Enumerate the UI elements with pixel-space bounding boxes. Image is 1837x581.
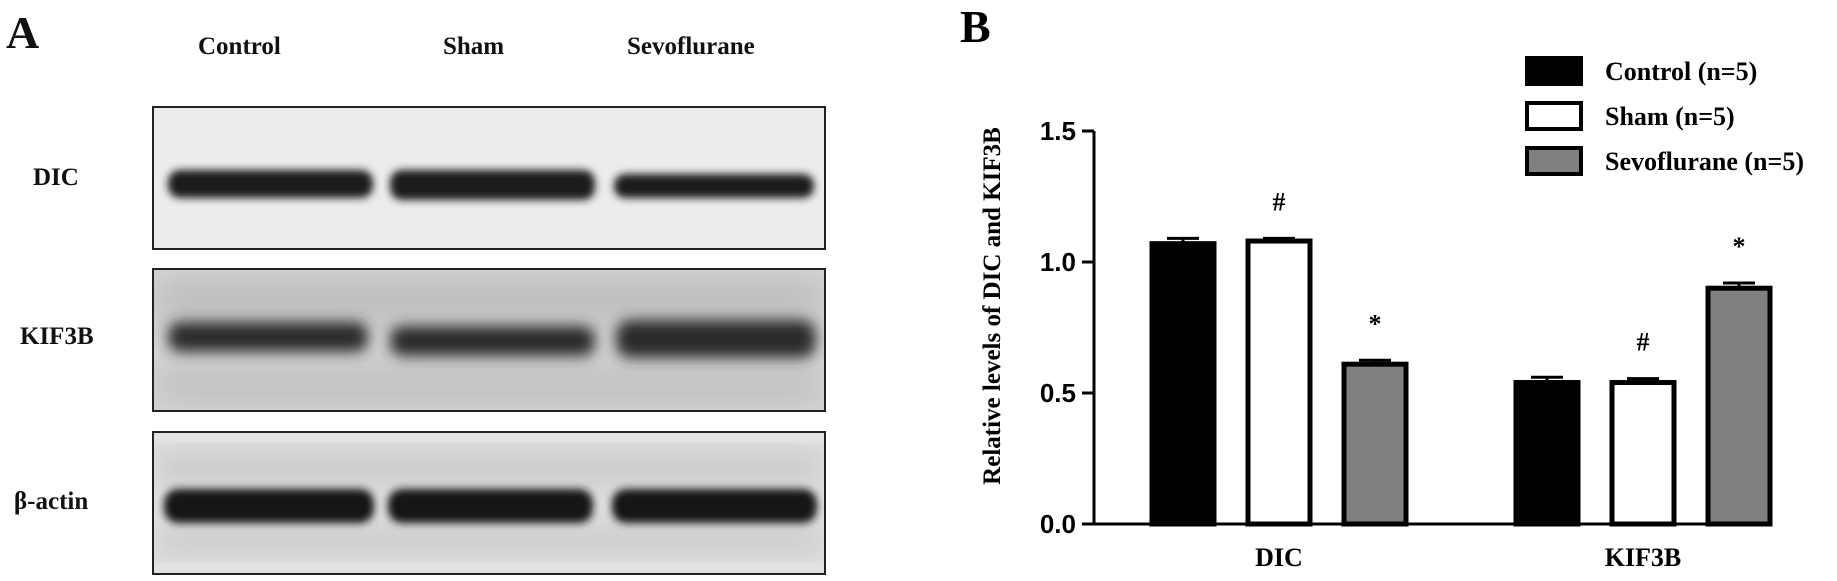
y-tick-label: 0.5 [1040,378,1076,408]
bar-dic-series-1 [1245,238,1313,527]
y-tick-label: 1.0 [1040,247,1076,277]
x-tick-label-kif3b: KIF3B [1605,543,1682,572]
bar-kif3b-series-0 [1513,380,1581,527]
lane-label-sham: Sham [443,33,505,60]
band-kif3b-sevoflurane [616,320,816,358]
panel-b-letter: B [960,1,991,52]
blot-dic [152,106,826,250]
significance-marker: # [1637,328,1650,357]
x-tick-label-dic: DIC [1255,543,1303,572]
bar-dic-series-0 [1149,241,1217,527]
band-dic-control [168,170,373,198]
legend-label: Sham (n=5) [1605,102,1735,131]
significance-marker: * [1733,232,1746,261]
significance-marker: * [1369,309,1382,338]
band-dic-sevoflurane [614,174,814,198]
y-tick-label: 0.0 [1040,509,1076,539]
legend-swatch [1525,56,1583,86]
bar-kif3b-series-2 [1705,285,1773,527]
legend-swatch [1525,146,1583,176]
legend-label: Control (n=5) [1605,57,1757,86]
row-label-beta-actin: β-actin [14,488,89,515]
lane-label-sevoflurane: Sevoflurane [627,33,755,60]
panel-a-letter: A [6,7,40,58]
band-dic-sham [390,170,595,200]
bar-dic-series-2 [1341,361,1409,527]
row-label-kif3b: KIF3B [20,323,94,350]
y-tick-label: 1.5 [1040,116,1076,146]
legend-swatch [1525,101,1583,131]
blot-beta-actin [152,431,826,575]
band-kif3b-control [168,322,368,352]
lane-label-control: Control [198,33,281,60]
significance-marker: # [1273,187,1286,216]
legend-label: Sevoflurane (n=5) [1605,147,1804,176]
band-beta-actin-sham [388,489,593,523]
band-beta-actin-control [164,489,374,523]
band-beta-actin-sevoflurane [612,489,817,523]
row-label-dic: DIC [33,164,79,191]
blot-kif3b [152,268,826,412]
band-kif3b-sham [390,326,595,356]
y-axis-label: Relative levels of DIC and KIF3B [979,127,1006,485]
bar-kif3b-series-1 [1609,380,1677,527]
